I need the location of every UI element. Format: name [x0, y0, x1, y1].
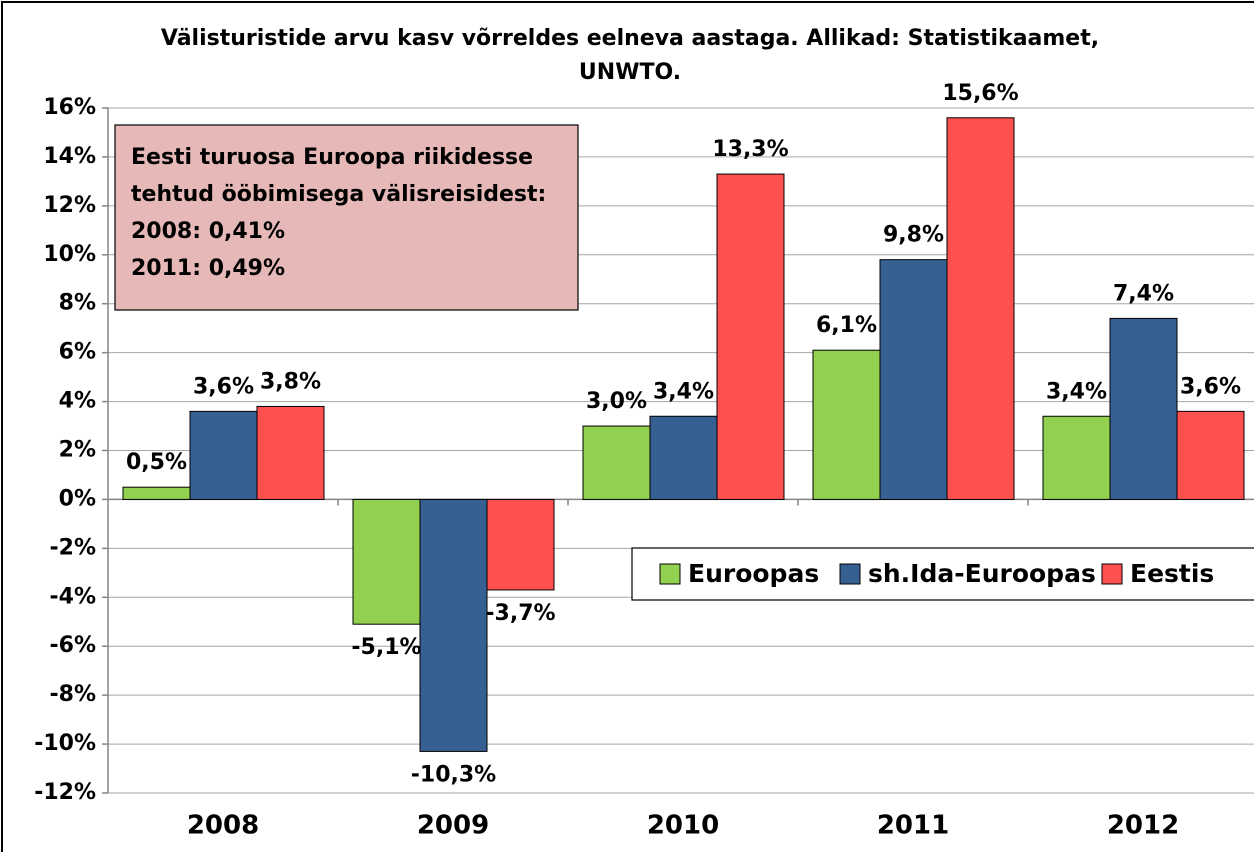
bar — [352, 498, 421, 625]
y-tick-label: 14% — [43, 144, 96, 169]
legend-label: sh.Ida-Euroopas — [868, 559, 1096, 588]
data-label: 6,1% — [816, 313, 877, 338]
bar — [486, 498, 555, 591]
data-label: 3,0% — [586, 389, 647, 414]
y-tick-label: 6% — [59, 340, 96, 365]
data-label: -10,3% — [411, 762, 496, 787]
x-tick-label: 2010 — [647, 811, 719, 841]
x-tick-label: 2011 — [877, 811, 949, 841]
data-label: -5,1% — [351, 635, 421, 660]
bar — [649, 415, 718, 500]
legend-swatch — [1101, 563, 1123, 585]
data-label: 3,4% — [1046, 379, 1107, 404]
legend-box — [631, 547, 1254, 601]
y-tick-label: 16% — [43, 95, 96, 120]
data-label: 3,4% — [653, 379, 714, 404]
x-tick-label: 2008 — [187, 811, 259, 841]
annotation-text: tehtud ööbimisega välisreisidest: — [131, 182, 546, 207]
y-tick-label: -10% — [34, 731, 96, 756]
data-label: 7,4% — [1113, 281, 1174, 306]
legend-swatch — [659, 563, 681, 585]
bar — [189, 410, 258, 500]
y-tick-label: 12% — [43, 193, 96, 218]
bar — [946, 117, 1015, 500]
y-tick-label: -2% — [50, 535, 96, 560]
x-tick-label: 2012 — [1107, 811, 1179, 841]
x-tick-label: 2009 — [417, 811, 489, 841]
bar — [1109, 317, 1178, 500]
bar — [122, 486, 191, 500]
bar — [1042, 415, 1111, 500]
y-tick-label: -6% — [50, 633, 96, 658]
y-tick-label: -12% — [34, 780, 96, 805]
bar — [256, 405, 325, 500]
bar — [716, 173, 785, 500]
y-tick-label: 0% — [59, 486, 96, 511]
annotation-text: Eesti turuosa Euroopa riikidesse — [131, 145, 533, 170]
chart-title: Välisturistide arvu kasv võrreldes eelne… — [160, 26, 1100, 85]
bar — [582, 425, 651, 500]
data-label: 3,6% — [193, 374, 254, 399]
bar — [879, 259, 948, 500]
annotation-text: 2011: 0,49% — [131, 256, 285, 281]
y-tick-label: 10% — [43, 242, 96, 267]
y-tick-label: -4% — [50, 584, 96, 609]
data-label: 13,3% — [712, 137, 788, 162]
annotation-box — [114, 124, 579, 311]
y-tick-label: 2% — [59, 438, 96, 463]
data-label: 15,6% — [942, 81, 1018, 106]
legend-label: Euroopas — [688, 559, 819, 588]
bar — [812, 349, 881, 500]
y-tick-label: 8% — [59, 291, 96, 316]
data-label: -3,7% — [485, 601, 555, 626]
y-tick-label: -8% — [50, 682, 96, 707]
data-label: 3,6% — [1180, 374, 1241, 399]
data-label: 3,8% — [260, 369, 321, 394]
data-label: 9,8% — [883, 223, 944, 248]
data-label: 0,5% — [126, 450, 187, 475]
legend-label: Eestis — [1130, 559, 1214, 588]
legend-swatch — [839, 563, 861, 585]
y-tick-label: 4% — [59, 389, 96, 414]
bar — [419, 498, 488, 752]
bar — [1176, 410, 1245, 500]
annotation-text: 2008: 0,41% — [131, 219, 285, 244]
